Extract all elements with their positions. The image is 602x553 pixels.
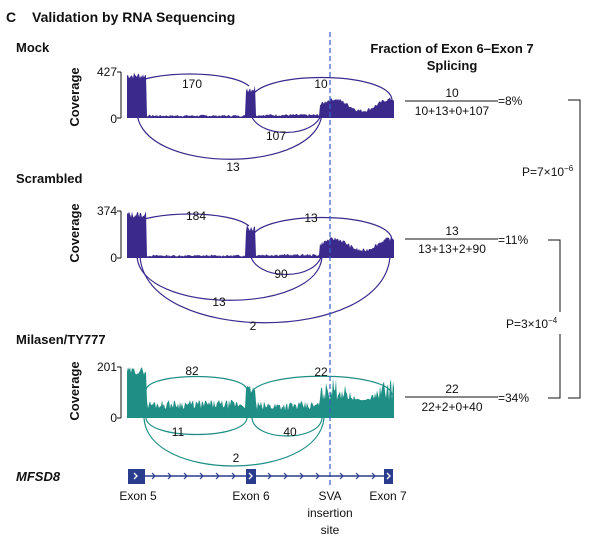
ylabel-scrambled: Coverage: [67, 203, 82, 262]
fraction-denominator-scrambled: 13+13+2+90: [418, 242, 486, 256]
exon-6-label: Exon 6: [232, 489, 270, 503]
junction-arc-scrambled-13: [250, 217, 393, 241]
pvalue-1-base: P=7×10: [522, 165, 564, 179]
ylabel-mock: Coverage: [67, 67, 82, 126]
junction-label-milasen-40: 40: [283, 425, 297, 439]
fraction-header-line2: Splicing: [427, 58, 478, 73]
junction-label-scrambled-13b: 13: [212, 295, 226, 309]
junction-label-milasen-82: 82: [185, 364, 199, 378]
junction-arc-scrambled-2: [139, 255, 391, 324]
junction-arcs-scrambled: [127, 213, 393, 324]
sample-name-mock: Mock: [16, 40, 50, 55]
junction-arc-mock-107: [249, 109, 323, 134]
sample-name-scrambled: Scrambled: [16, 171, 83, 186]
y-axis-milasen: [117, 366, 122, 419]
ytick-zero-scrambled: 0: [110, 251, 117, 265]
junction-label-scrambled-184: 184: [186, 209, 206, 223]
coverage-track-mock: [127, 72, 394, 118]
fraction-value-mock: =8%: [498, 94, 523, 108]
fraction-numerator-scrambled: 13: [445, 224, 459, 238]
junction-arc-mock-10: [250, 77, 393, 101]
exon-6-arrow-icon: [248, 472, 253, 480]
fraction-value-milasen: =34%: [498, 391, 529, 405]
y-axis-mock: [117, 71, 122, 119]
junction-arc-milasen-11: [145, 417, 248, 436]
ytick-zero-milasen: 0: [110, 411, 117, 425]
sample-name-milasen: Milasen/TY777: [16, 332, 106, 347]
junction-label-milasen-11: 11: [172, 425, 185, 439]
pvalue-1-exponent: −6: [564, 164, 574, 173]
fraction-numerator-mock: 10: [445, 86, 459, 100]
pvalue-mock-vs-milasen: P=7×10−6: [522, 164, 574, 179]
ytick-max-mock: 427: [97, 65, 117, 79]
junction-label-mock-107: 107: [266, 129, 286, 143]
sva-label-line3: site: [321, 523, 340, 537]
junction-label-milasen-2: 2: [233, 451, 240, 465]
junction-label-mock-13: 13: [226, 160, 240, 174]
pvalue-bracket-outer: [568, 99, 581, 399]
ytick-max-scrambled: 374: [97, 204, 117, 218]
fraction-denominator-milasen: 22+2+0+40: [421, 400, 482, 414]
junction-arc-mock-170: [128, 73, 250, 87]
pvalue-scrambled-vs-milasen: P=3×10−4: [506, 316, 558, 331]
exon-7-label: Exon 7: [369, 489, 407, 503]
exon-5-label: Exon 5: [119, 489, 157, 503]
junction-arcs-milasen: [143, 375, 393, 467]
exon-7-arrow-icon: [386, 472, 391, 480]
junction-label-milasen-22: 22: [314, 365, 328, 379]
junction-arc-milasen-40: [251, 417, 323, 437]
ylabel-milasen: Coverage: [67, 361, 82, 420]
fraction-header-line1: Fraction of Exon 6–Exon 7: [370, 41, 533, 56]
junction-label-mock-170: 170: [182, 77, 202, 91]
junction-label-scrambled-13: 13: [304, 211, 318, 225]
fraction-value-scrambled: =11%: [498, 233, 528, 247]
pvalue-2-base: P=3×10: [506, 317, 548, 331]
fraction-numerator-milasen: 22: [445, 382, 459, 396]
panel-letter: C: [6, 9, 16, 25]
pvalue-2-exponent: −4: [548, 316, 558, 325]
sva-label-line1: SVA: [318, 489, 341, 503]
junction-arcs-mock: [128, 73, 393, 160]
junction-arc-milasen-22: [250, 375, 393, 396]
ytick-zero-mock: 0: [110, 112, 117, 126]
gene-name: MFSD8: [16, 469, 61, 484]
panel-title: Validation by RNA Sequencing: [32, 9, 235, 25]
exon-5-arrow-icon: [133, 472, 138, 480]
intron-arrows: [151, 472, 376, 480]
junction-label-scrambled-90: 90: [274, 267, 288, 281]
ytick-max-milasen: 201: [97, 360, 117, 374]
coverage-track-scrambled: [127, 211, 394, 258]
junction-label-mock-10: 10: [314, 77, 328, 91]
gene-model: [128, 469, 393, 484]
y-axis-scrambled: [117, 210, 122, 259]
junction-arc-scrambled-90: [249, 251, 323, 276]
exon-7-box: [384, 469, 393, 484]
sva-label-line2: insertion: [307, 506, 352, 520]
fraction-denominator-mock: 10+13+0+107: [415, 104, 490, 118]
junction-arc-milasen-82: [145, 375, 248, 391]
junction-arc-milasen-2: [143, 417, 325, 467]
junction-label-scrambled-2: 2: [250, 319, 257, 333]
junction-arc-scrambled-184: [127, 213, 250, 227]
junction-arc-scrambled-13b: [136, 255, 323, 301]
coverage-track-milasen: [127, 367, 394, 418]
junction-arc-mock-13: [136, 111, 323, 160]
